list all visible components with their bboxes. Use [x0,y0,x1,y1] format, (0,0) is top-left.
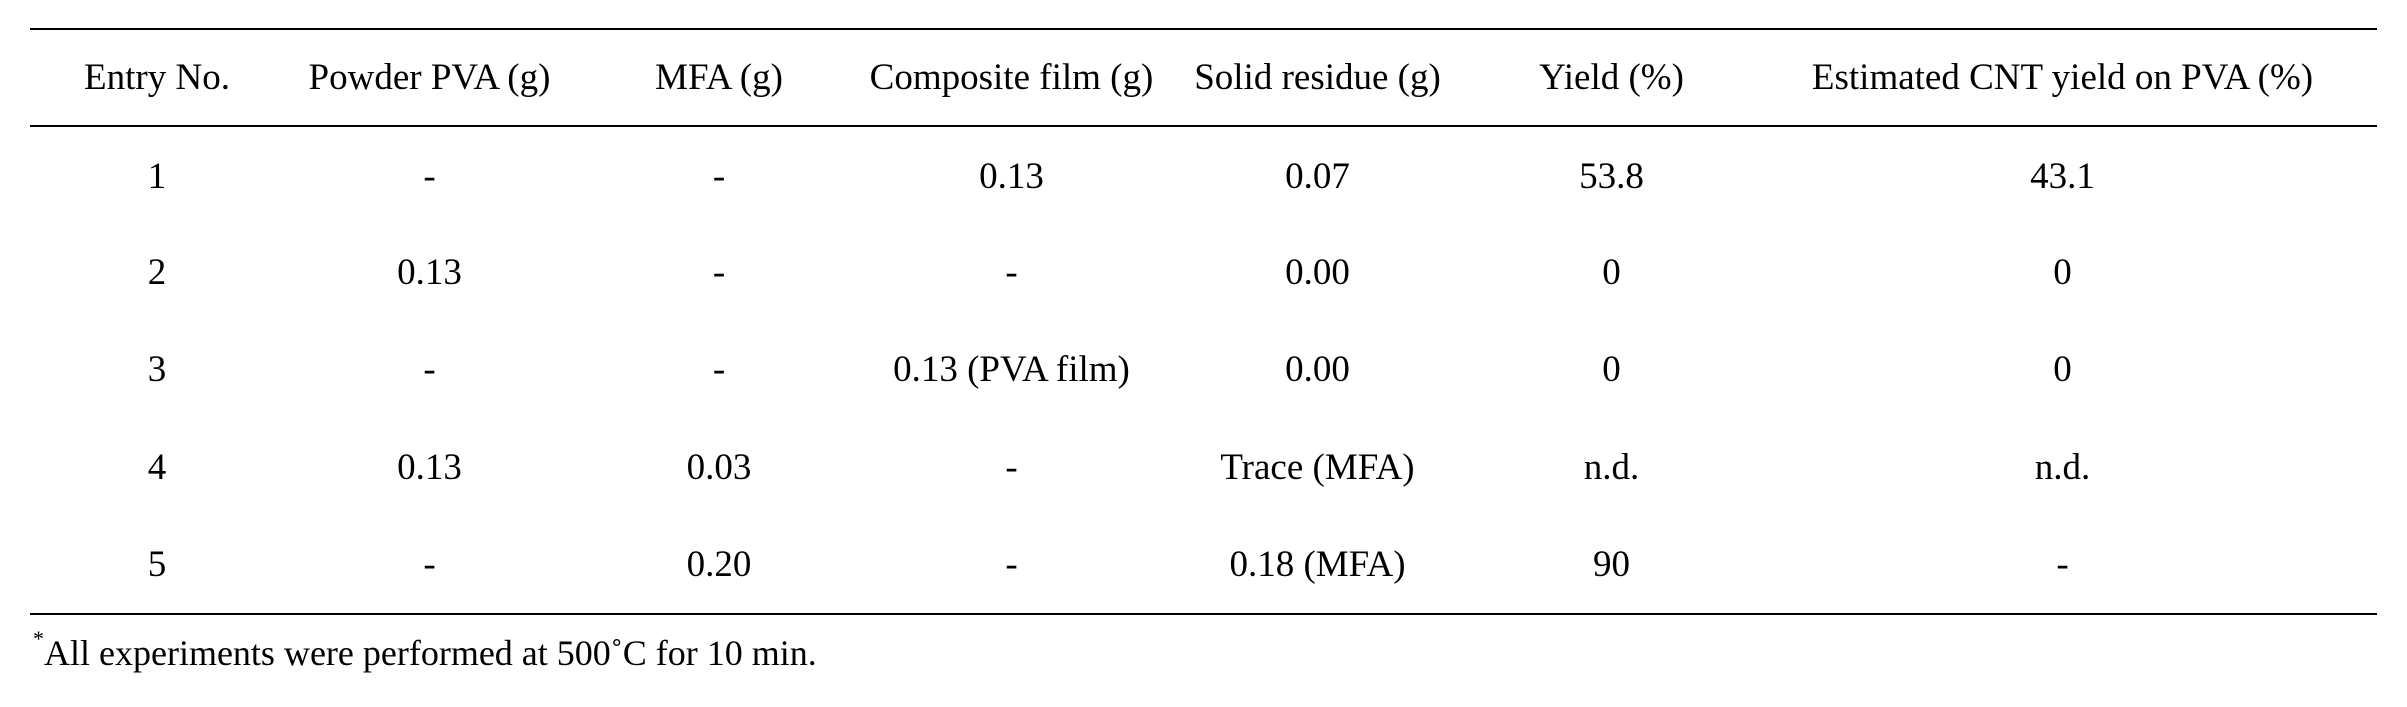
table-cell: - [1005,251,1018,293]
table-cell: - [423,155,436,197]
table-cell: 1 [147,155,167,197]
table-cell: - [423,544,436,586]
table-row: 3 - - 0.13 (PVA film) 0.00 0 0 [30,321,2377,419]
table-cell: 90 [1593,544,1630,586]
column-header-powder-pva: Powder PVA (g) [308,57,551,98]
table-cell: 0 [2053,251,2072,293]
table-cell: 0.07 [1285,155,1350,197]
footnote-text: All experiments were performed at 500˚C … [44,633,817,673]
table-cell: 0.20 [686,544,752,586]
table-cell: 0.00 [1285,349,1350,391]
column-header-estimated-cnt-yield: Estimated CNT yield on PVA (%) [1811,57,2314,98]
table-cell: 0.00 [1285,251,1350,293]
table-cell: n.d. [2034,447,2091,489]
table-cell: - [712,349,726,391]
column-header-entry-no: Entry No. [84,57,230,98]
table-cell: 53.8 [1579,155,1644,197]
table-cell: - [712,251,726,293]
table-cell: 43.1 [2030,155,2095,197]
footnote-marker: * [33,626,44,651]
column-header-solid-residue: Solid residue (g) [1194,57,1441,98]
table-cell: 0.13 [397,251,462,293]
table-cell: - [1005,544,1018,586]
table-header: Entry No. Powder PVA (g) MFA (g) Composi… [30,29,2377,126]
column-header-composite-film: Composite film (g) [869,57,1154,98]
table-cell: 5 [147,544,167,586]
table-cell: 4 [147,447,167,489]
table-cell: 3 [147,349,167,391]
table-cell: 0 [1602,251,1621,293]
header-row: Entry No. Powder PVA (g) MFA (g) Composi… [30,29,2377,126]
column-header-yield: Yield (%) [1539,57,1684,98]
table-cell: 0.13 [397,447,462,489]
table-cell: 0.03 [686,447,752,489]
table-row: 1 - - 0.13 0.07 53.8 43.1 [30,126,2377,224]
table-cell: Trace (MFA) [1220,447,1415,489]
table-body: 1 - - 0.13 0.07 53.8 43.1 2 0.13 - - 0.0… [30,126,2377,614]
column-header-mfa: MFA (g) [655,57,783,98]
results-table-container: Entry No. Powder PVA (g) MFA (g) Composi… [30,28,2377,615]
table-footnote: *All experiments were performed at 500˚C… [33,626,817,674]
table-cell: 2 [147,251,167,293]
table-row: 5 - 0.20 - 0.18 (MFA) 90 - [30,516,2377,614]
table-cell: 0 [1602,349,1621,391]
table-row: 2 0.13 - - 0.00 0 0 [30,224,2377,322]
table-cell: - [423,349,436,391]
table-cell: - [712,155,726,197]
table-cell: 0.18 (MFA) [1229,544,1406,586]
table-cell: n.d. [1583,447,1640,489]
table-row: 4 0.13 0.03 - Trace (MFA) n.d. n.d. [30,419,2377,517]
results-table: Entry No. Powder PVA (g) MFA (g) Composi… [30,28,2377,615]
table-cell: 0 [2053,349,2072,391]
table-cell: 0.13 (PVA film) [893,349,1130,391]
table-cell: 0.13 [979,155,1044,197]
table-cell: - [1005,447,1018,489]
table-cell: - [2056,544,2069,586]
